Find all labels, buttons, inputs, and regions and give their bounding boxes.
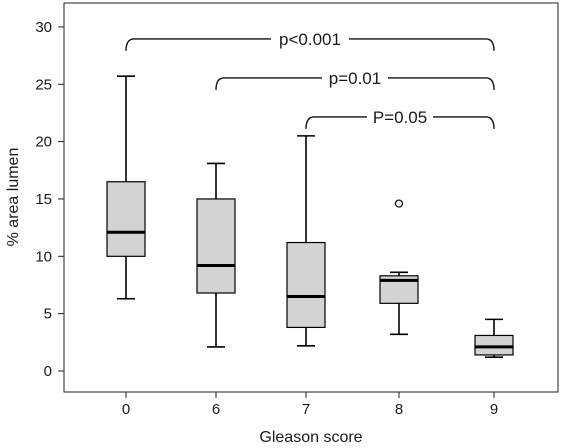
y-tick-label-10: 10 (35, 248, 52, 265)
box-6 (196, 162, 236, 348)
x-tick-label-6: 6 (212, 401, 220, 418)
bracket-7-9: P=0.05 (305, 108, 495, 129)
x-tick-label-7: 7 (302, 401, 310, 418)
significance-brackets: p<0.001 p=0.01 P=0.05 (125, 30, 495, 129)
y-tick-label-0: 0 (44, 363, 52, 380)
y-axis: 0 5 10 15 20 25 30 (35, 19, 64, 380)
y-tick-label-20: 20 (35, 134, 52, 151)
bracket-line-left-1 (215, 77, 322, 90)
bracket-line-left-2 (305, 116, 367, 129)
bracket-line-left-0 (125, 38, 271, 51)
box-0 (106, 75, 146, 300)
significance-label-2: P=0.05 (373, 108, 427, 127)
x-tick-label-8: 8 (395, 401, 403, 418)
outlier-8-0 (394, 199, 404, 208)
significance-label-1: p=0.01 (329, 69, 381, 88)
bracket-6-9: p=0.01 (215, 69, 495, 90)
box-series (106, 75, 514, 359)
box-9 (474, 318, 514, 359)
y-tick-label-25: 25 (35, 76, 52, 93)
x-axis: 0 6 7 8 9 (122, 392, 498, 418)
x-tick-label-9: 9 (490, 401, 498, 418)
box-8 (379, 199, 419, 336)
iqr-box-9 (474, 334, 514, 356)
significance-label-0: p<0.001 (279, 30, 341, 49)
x-axis-title: Gleason score (259, 429, 362, 446)
iqr-box-0 (106, 181, 146, 257)
bracket-line-right-2 (433, 116, 495, 129)
y-tick-label-15: 15 (35, 191, 52, 208)
bracket-line-right-0 (349, 38, 495, 51)
iqr-box-7 (286, 241, 326, 329)
x-tick-label-0: 0 (122, 401, 130, 418)
bracket-line-right-1 (388, 77, 495, 90)
bracket-0-9: p<0.001 (125, 30, 495, 51)
box-7 (286, 135, 326, 347)
iqr-box-6 (196, 198, 236, 294)
y-axis-title: % area lumen (5, 148, 22, 247)
y-tick-label-30: 30 (35, 19, 52, 36)
y-tick-label-5: 5 (44, 306, 52, 323)
